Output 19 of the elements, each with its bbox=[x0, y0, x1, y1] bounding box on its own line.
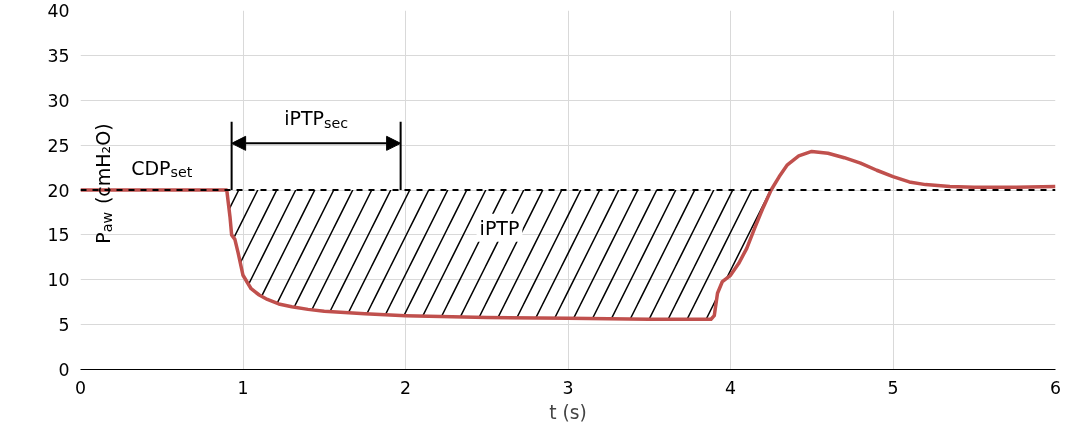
y-tick-label: 25 bbox=[47, 135, 70, 156]
x-axis-title: t (s) bbox=[549, 401, 587, 423]
y-tick-label: 30 bbox=[47, 90, 70, 111]
y-tick-label: 35 bbox=[47, 45, 70, 66]
y-tick-label: 15 bbox=[47, 225, 70, 246]
x-tick-label: 3 bbox=[562, 377, 574, 398]
y-tick-label: 10 bbox=[47, 270, 70, 291]
x-tick-label: 2 bbox=[399, 377, 412, 398]
y-tick-label: 0 bbox=[58, 360, 70, 380]
x-tick-label: 4 bbox=[724, 377, 737, 398]
y-tick-label: 20 bbox=[47, 180, 70, 201]
x-tick-label: 1 bbox=[237, 377, 249, 398]
y-axis-title: Paw (cmH₂O) bbox=[91, 123, 116, 244]
y-tick-label: 5 bbox=[58, 315, 70, 336]
y-tick-label: 40 bbox=[47, 1, 70, 21]
x-tick-label: 0 bbox=[74, 377, 87, 398]
annotation: iPTP bbox=[479, 216, 520, 239]
x-tick-label: 6 bbox=[1049, 377, 1062, 398]
x-tick-label: 5 bbox=[887, 377, 899, 398]
